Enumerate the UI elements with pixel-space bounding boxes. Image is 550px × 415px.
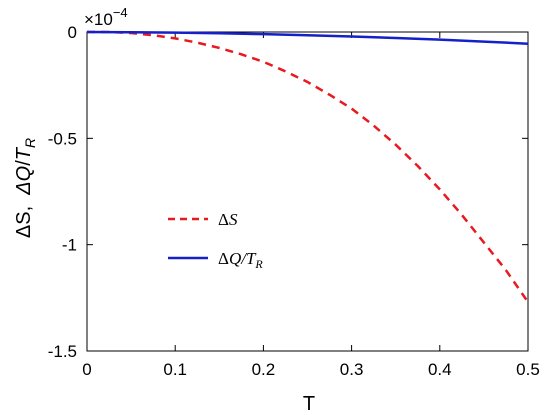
y-tick-label: -1.5 [48,342,77,361]
x-tick-label: 0.2 [252,360,276,379]
series-layer [86,30,530,303]
plot-frame [86,31,529,352]
y-multiplier-label: ×10−4 [84,5,128,29]
y-tick-label: -1 [62,236,77,255]
x-tick-label: 0.1 [163,360,187,379]
y-axis-label: ΔS, ΔQ/TR [13,138,38,238]
y-tick-label: -0.5 [48,129,77,148]
x-axis-ticks: 0 0.1 0.2 0.3 0.4 0.5 [82,32,540,379]
svg-text:ΔS, ΔQ/TR: ΔS, ΔQ/TR [13,138,38,238]
series-delta-s-line [87,30,530,303]
x-axis-label: T [303,393,315,415]
x-tick-label: 0.5 [516,360,540,379]
y-axis-ticks: 0 -0.5 -1 -1.5 [48,23,528,361]
legend: ΔS ΔQ/TR [168,210,263,271]
y-tick-label: 0 [68,23,77,42]
x-tick-label: 0 [82,360,91,379]
x-tick-label: 0.3 [340,360,364,379]
plot-area [86,31,529,352]
legend-label-delta-s: ΔS [218,210,238,229]
series-delta-q-line [86,30,529,45]
x-tick-label: 0.4 [428,360,452,379]
legend-label-delta-q: ΔQ/TR [218,249,263,271]
